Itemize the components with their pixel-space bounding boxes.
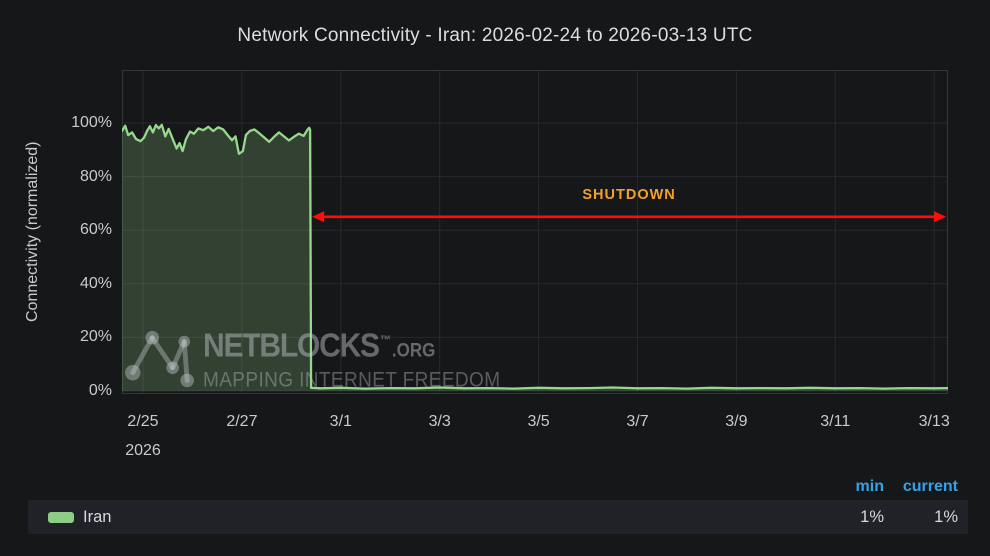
y-tick-label: 100% [71,114,112,131]
legend-min-value: 1% [860,507,884,526]
series-line-iran [122,123,948,390]
x-tick-label: 2/25 [127,413,159,430]
y-tick-label: 60% [79,221,112,239]
plot-border [122,70,948,394]
legend: min current Iran 1% 1% [28,476,968,534]
shutdown-label: SHUTDOWN [582,187,675,203]
x-tick-label: 3/13 [918,413,950,430]
series-area-iran [122,124,948,392]
shutdown-arrowhead-left [312,211,325,223]
x-tick-label: 3/9 [725,413,748,430]
x-axis-year-label: 2026 [125,442,161,459]
legend-header: min current [28,476,968,498]
gridlines [122,70,948,394]
shutdown-arrowhead-right [934,211,947,223]
legend-header-current[interactable]: current [902,478,958,495]
legend-series-label[interactable]: Iran [83,507,112,526]
y-tick-label: 20% [79,328,112,346]
legend-swatch[interactable] [48,511,74,523]
y-axis-label: Connectivity (normalized) [24,141,41,323]
x-tick-label: 3/1 [329,413,352,430]
y-tick-label: 40% [79,274,112,292]
x-tick-label: 3/3 [428,413,451,430]
x-tick-label: 3/7 [626,413,649,430]
legend-current-value: 1% [934,507,958,526]
shutdown-annotation: SHUTDOWN [312,187,947,223]
legend-row[interactable]: Iran 1% 1% [28,500,968,534]
legend-header-min[interactable]: min [855,478,884,495]
y-tick-label: 0% [88,382,112,399]
y-tick-label: 80% [79,167,112,185]
x-tick-label: 2/27 [226,413,258,430]
page-title: Network Connectivity - Iran: 2026-02-24 … [237,25,753,46]
x-tick-label: 3/11 [820,413,851,430]
plot-area[interactable]: SHUTDOWN NETBLOCKS™.ORG [122,70,948,394]
x-tick-label: 3/5 [527,413,550,430]
